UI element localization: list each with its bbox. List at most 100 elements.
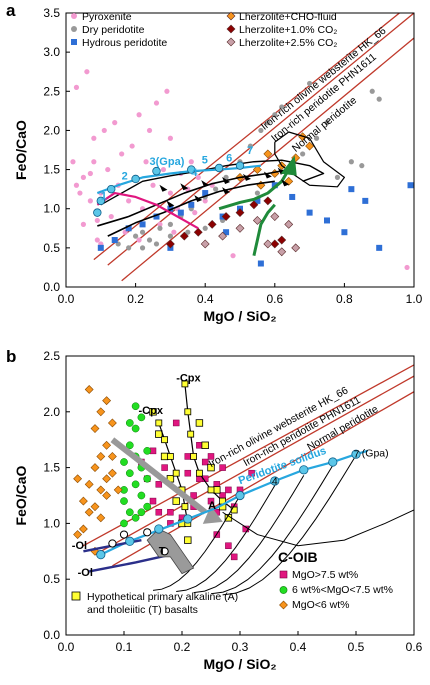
trajectory-arrow <box>180 183 189 191</box>
cpx-marker <box>184 408 192 416</box>
primary-magma-marker <box>160 547 169 556</box>
legend-label: MgO>7.5 wt% <box>292 569 358 581</box>
data-point <box>126 245 132 251</box>
data-point <box>258 127 264 134</box>
primary-magma-marker <box>143 528 152 537</box>
data-point <box>80 221 86 227</box>
data-point <box>131 513 140 522</box>
primary-magma-marker <box>108 539 117 548</box>
data-point <box>218 231 228 241</box>
data-point <box>107 418 117 428</box>
gray-trend-arrow <box>202 505 223 524</box>
data-point <box>225 542 232 549</box>
cpx-marker <box>207 486 215 494</box>
melting-curve <box>210 465 334 595</box>
data-point <box>313 135 320 141</box>
data-point <box>369 88 375 94</box>
data-point <box>195 174 201 180</box>
data-point <box>131 402 140 411</box>
data-point <box>177 209 184 216</box>
data-point <box>96 407 106 417</box>
data-point <box>305 141 315 151</box>
pressure-marker <box>96 550 106 560</box>
data-point <box>289 193 296 200</box>
melting-curve <box>152 495 241 591</box>
data-point <box>164 88 170 94</box>
pressure-label: 1 <box>101 190 107 202</box>
legend-marker <box>226 24 236 34</box>
cpx-marker <box>195 469 203 477</box>
trajectory-arrow <box>159 184 168 192</box>
data-point <box>153 213 160 220</box>
data-point <box>348 159 354 165</box>
data-point <box>90 463 100 473</box>
pressure-marker <box>235 490 245 501</box>
legend-marker <box>71 26 77 32</box>
legend-marker <box>279 600 288 610</box>
cpx-marker <box>166 453 174 460</box>
y-tick-label: 0.0 <box>43 628 60 642</box>
data-point <box>185 229 191 235</box>
data-point <box>230 553 238 561</box>
data-point <box>91 159 97 165</box>
data-point <box>101 127 107 134</box>
data-point <box>195 419 204 427</box>
data-point <box>407 182 414 189</box>
cpx-marker <box>187 430 195 438</box>
legend-label: MgO<6 wt% <box>292 599 349 611</box>
melting-curve <box>222 455 357 596</box>
data-point <box>139 245 146 251</box>
legend-title: C-OIB <box>278 549 318 565</box>
trajectory-arrow <box>281 179 290 187</box>
pressure-marker <box>187 165 196 174</box>
pressure-label: 6 <box>226 153 232 165</box>
data-point <box>188 159 194 165</box>
gray-trend-arrow <box>110 437 208 515</box>
data-point <box>146 127 153 134</box>
legend-label: Dry peridotite <box>82 24 145 36</box>
pressure-marker <box>270 476 280 486</box>
legend-label: Pyroxenite <box>82 11 132 23</box>
plot-area <box>70 13 414 282</box>
data-point <box>108 213 114 220</box>
legend-label: Hypothetical primary alkaline (A) <box>87 591 238 603</box>
data-point <box>143 159 149 165</box>
data-point <box>167 205 174 212</box>
cpx-marker <box>190 453 198 460</box>
data-point <box>137 413 146 422</box>
data-point <box>279 104 285 110</box>
data-point <box>90 424 100 433</box>
x-tick-label: 0.6 <box>266 292 283 306</box>
melting-trajectory <box>100 159 325 206</box>
data-point <box>133 233 139 239</box>
data-point <box>70 159 76 165</box>
cpx-marker <box>172 469 180 477</box>
data-point <box>102 396 112 406</box>
data-point <box>96 485 106 495</box>
data-point <box>184 536 192 544</box>
melting-trajectory <box>96 191 199 230</box>
data-point <box>161 464 168 471</box>
y-tick-label: 1.0 <box>43 202 60 216</box>
data-point <box>87 170 93 177</box>
legend-marker <box>71 13 77 19</box>
data-point <box>263 239 273 249</box>
data-point <box>192 210 198 216</box>
data-point <box>235 223 245 233</box>
data-point <box>167 508 174 516</box>
data-point <box>334 174 341 180</box>
legend-marker <box>279 586 288 594</box>
legend-marker <box>71 591 81 601</box>
data-point <box>277 235 287 245</box>
data-point <box>125 225 132 232</box>
pressure-label: 3(Gpa) <box>150 156 185 168</box>
data-point <box>107 468 117 478</box>
data-point <box>207 497 215 505</box>
data-point <box>150 182 156 188</box>
data-point <box>105 166 111 173</box>
cpx-marker <box>181 503 189 511</box>
trajectory-arrow <box>222 187 231 195</box>
y-tick-label: 0.5 <box>43 572 60 586</box>
x-tick-label: 0.1 <box>116 640 133 654</box>
data-point <box>184 469 192 477</box>
